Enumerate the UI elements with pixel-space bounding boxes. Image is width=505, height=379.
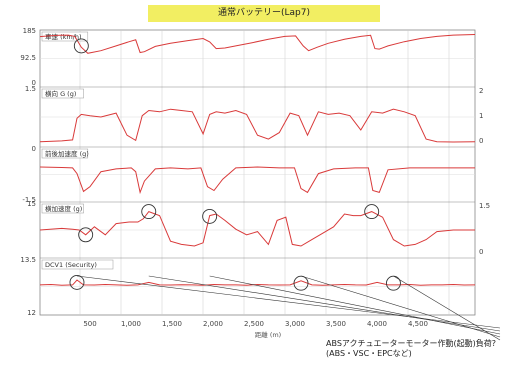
highlight-circle: [202, 208, 218, 224]
x-tick-label: 2,000: [203, 320, 223, 328]
panel-label-box: [41, 88, 84, 99]
y-tick-label-right: 2: [479, 87, 483, 95]
highlight-circle: [78, 227, 94, 243]
panel-label: 前後加速度 (g): [45, 149, 89, 158]
chart-title: 通常バッテリー(Lap7): [218, 8, 310, 18]
y-tick-label-right: 0: [479, 248, 483, 256]
series-line: [39, 211, 475, 247]
highlight-circle: [73, 38, 89, 54]
y-tick-label-left: 92.5: [20, 54, 36, 62]
annotation-line-2: (ABS・VSC・EPCなど): [326, 349, 412, 358]
x-axis-label: 距離 (m): [255, 330, 281, 339]
y-tick-label-left: 0: [32, 145, 36, 153]
x-tick-label: 4,000: [367, 320, 387, 328]
y-tick-label-right: 1: [479, 112, 483, 120]
y-tick-label-left: 13.5: [20, 256, 36, 264]
y-tick-label-left: 15: [27, 200, 36, 208]
x-tick-label: 3,500: [326, 320, 346, 328]
annotation-arrow: [393, 275, 501, 341]
annotation-line-1: ABSアクチュエーターモーター作動(起動)負荷?: [326, 339, 496, 348]
panel-label-box: [41, 148, 89, 159]
y-tick-label-right: 0: [479, 137, 483, 145]
panel-label: 横向 G (g): [45, 89, 76, 98]
highlight-circle: [141, 204, 157, 220]
series-line: [39, 108, 476, 143]
y-tick-label-left: 1.5: [25, 85, 36, 93]
highlight-circle: [293, 275, 309, 291]
x-tick-label: 2,500: [244, 320, 264, 328]
annotation-arrow: [209, 275, 501, 335]
series-line: [39, 166, 475, 195]
y-tick-label-right: 1.5: [479, 202, 490, 210]
y-tick-label-left: 12: [27, 309, 36, 317]
annotation-text: ABSアクチュエーターモーター作動(起動)負荷? (ABS・VSC・EPCなど): [326, 339, 504, 359]
panel-label-box: [41, 259, 114, 270]
panel-label-box: [41, 203, 84, 214]
x-tick-label: 1,500: [162, 320, 182, 328]
x-tick-label: 3,000: [285, 320, 305, 328]
x-tick-label: 500: [83, 320, 96, 328]
y-tick-label-left: 185: [23, 27, 36, 35]
panel-label: 車速 (km/h): [45, 32, 82, 41]
y-tick-label-left: 0: [32, 79, 36, 87]
highlight-circle: [385, 275, 401, 291]
annotation-arrow: [76, 275, 501, 329]
annotation-arrow: [300, 275, 501, 338]
title-highlight: [148, 5, 380, 22]
plot-frame: [39, 29, 476, 316]
highlight-circle: [364, 204, 380, 220]
y-tick-label-left: -1.5: [22, 196, 36, 204]
series-line: [39, 34, 476, 54]
x-tick-label: 4,500: [408, 320, 428, 328]
annotation-arrow: [148, 275, 501, 332]
panel-label: DCV1 (Security): [45, 261, 97, 269]
panel-label: 横加速度 (g): [45, 204, 82, 213]
highlight-circle: [69, 274, 85, 290]
x-tick-label: 1,000: [121, 320, 141, 328]
series-line: [39, 279, 476, 286]
